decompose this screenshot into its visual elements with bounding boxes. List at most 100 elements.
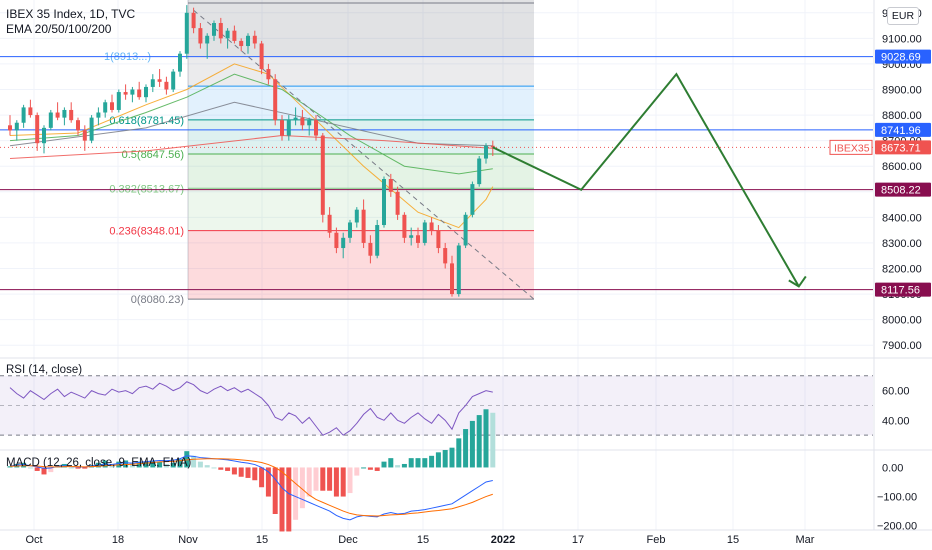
candle-body <box>82 130 87 141</box>
macd-histogram-bar <box>286 467 292 532</box>
macd-histogram-bar <box>177 459 183 468</box>
price-tick: 8800.00 <box>882 110 922 122</box>
macd-histogram-bar <box>463 429 469 468</box>
price-tag-text: 8508.22 <box>881 185 921 197</box>
candle-body <box>456 245 461 295</box>
candle-body <box>218 23 223 39</box>
projection-path <box>492 72 800 287</box>
time-tick: Dec <box>338 534 358 546</box>
macd-histogram-bar <box>429 455 435 468</box>
candle-body <box>246 35 250 47</box>
macd-histogram-bar <box>306 467 312 497</box>
macd-histogram-bar <box>143 461 149 468</box>
macd-histogram-bar <box>401 463 407 468</box>
indicator-legend: EMA 20/50/100/200 <box>6 22 112 36</box>
macd-histogram-bar <box>388 458 394 468</box>
macd-histogram-bar <box>75 467 81 469</box>
candle-body <box>382 179 386 226</box>
time-tick: Feb <box>647 534 666 546</box>
macd-histogram-bar <box>197 461 203 468</box>
candle-body <box>28 107 33 116</box>
macd-histogram-bar <box>41 467 47 475</box>
candle-body <box>137 89 142 98</box>
time-tick: Mar <box>796 534 815 546</box>
candle-body <box>42 127 46 144</box>
candle-body <box>259 43 264 70</box>
candle-body <box>429 222 434 231</box>
candle-body <box>334 232 339 249</box>
macd-histogram-bar <box>299 467 305 509</box>
price-tag-text: 8741.96 <box>881 125 921 137</box>
candle-body <box>395 191 400 215</box>
symbol-tag <box>829 139 873 155</box>
macd-histogram-bar <box>136 461 142 468</box>
macd-histogram-bar <box>374 467 380 471</box>
price-tick: 8200.00 <box>882 264 922 276</box>
rsi-line <box>9 381 493 436</box>
macd-histogram-bar <box>293 467 299 520</box>
macd-histogram-bar <box>252 467 258 481</box>
candle-body <box>361 209 366 243</box>
candle-body <box>490 145 495 148</box>
ema50-line <box>9 73 493 175</box>
candle-body <box>422 222 427 243</box>
candle-body <box>477 158 482 185</box>
macd-histogram-bar <box>48 467 54 473</box>
macd-histogram-bar <box>245 467 251 478</box>
price-tag <box>875 282 931 297</box>
candle-body <box>62 109 67 118</box>
currency-button[interactable]: EUR <box>887 7 919 25</box>
macd-histogram-bar <box>82 467 88 469</box>
macd-pane-title: MACD (12, 26, close, 9, EMA, EMA) <box>6 457 192 469</box>
macd-histogram-bar <box>225 467 231 471</box>
candle-body <box>123 92 128 95</box>
price-tag-text: 9028.69 <box>881 52 921 64</box>
candle-body <box>354 209 359 223</box>
candle-body <box>443 248 448 264</box>
candle-body <box>484 145 488 159</box>
candle-body <box>307 120 312 126</box>
fib-zone <box>188 154 534 189</box>
candle-body <box>14 122 19 131</box>
fib-zone <box>188 0 534 57</box>
candle-body <box>157 79 162 82</box>
price-tick: 7900.00 <box>882 340 922 352</box>
macd-tick: 0.00 <box>882 462 903 474</box>
candle-body <box>314 120 318 136</box>
candle-body <box>450 263 454 295</box>
time-tick: 18 <box>112 534 124 546</box>
fib-zone <box>188 86 534 120</box>
price-tick: 8000.00 <box>882 315 922 327</box>
trend-line <box>193 9 535 300</box>
macd-histogram-bar <box>279 467 285 532</box>
macd-histogram-bar <box>123 460 129 468</box>
candle-body <box>150 79 155 87</box>
projection-arrowhead <box>788 275 807 288</box>
macd-tick: −200.00 <box>877 521 917 533</box>
candle-body <box>300 117 305 126</box>
macd-histogram-bar <box>395 465 401 468</box>
macd-histogram-bar <box>320 467 326 491</box>
candle-body <box>266 69 271 80</box>
fib-zone <box>188 230 534 300</box>
macd-histogram-bar <box>327 467 333 491</box>
price-tick: 8300.00 <box>882 238 922 250</box>
macd-histogram-bar <box>191 455 197 468</box>
macd-histogram-bar <box>231 467 237 475</box>
macd-histogram-bar <box>259 467 265 488</box>
price-tick: 9100.00 <box>882 33 922 45</box>
time-tick: Oct <box>25 534 42 546</box>
candle-body <box>103 102 108 113</box>
macd-histogram-bar <box>272 467 278 514</box>
candle-body <box>348 222 352 238</box>
candle-body <box>69 109 74 121</box>
candle-body <box>280 120 284 136</box>
macd-histogram-bar <box>163 463 169 468</box>
rsi-tick: 60.00 <box>882 386 910 398</box>
candle-body <box>368 242 373 256</box>
candle-body <box>225 30 230 39</box>
time-tick: 15 <box>727 534 739 546</box>
candle-body <box>76 120 80 131</box>
macd-histogram-bar <box>476 415 482 468</box>
macd-histogram-bar <box>157 461 163 468</box>
